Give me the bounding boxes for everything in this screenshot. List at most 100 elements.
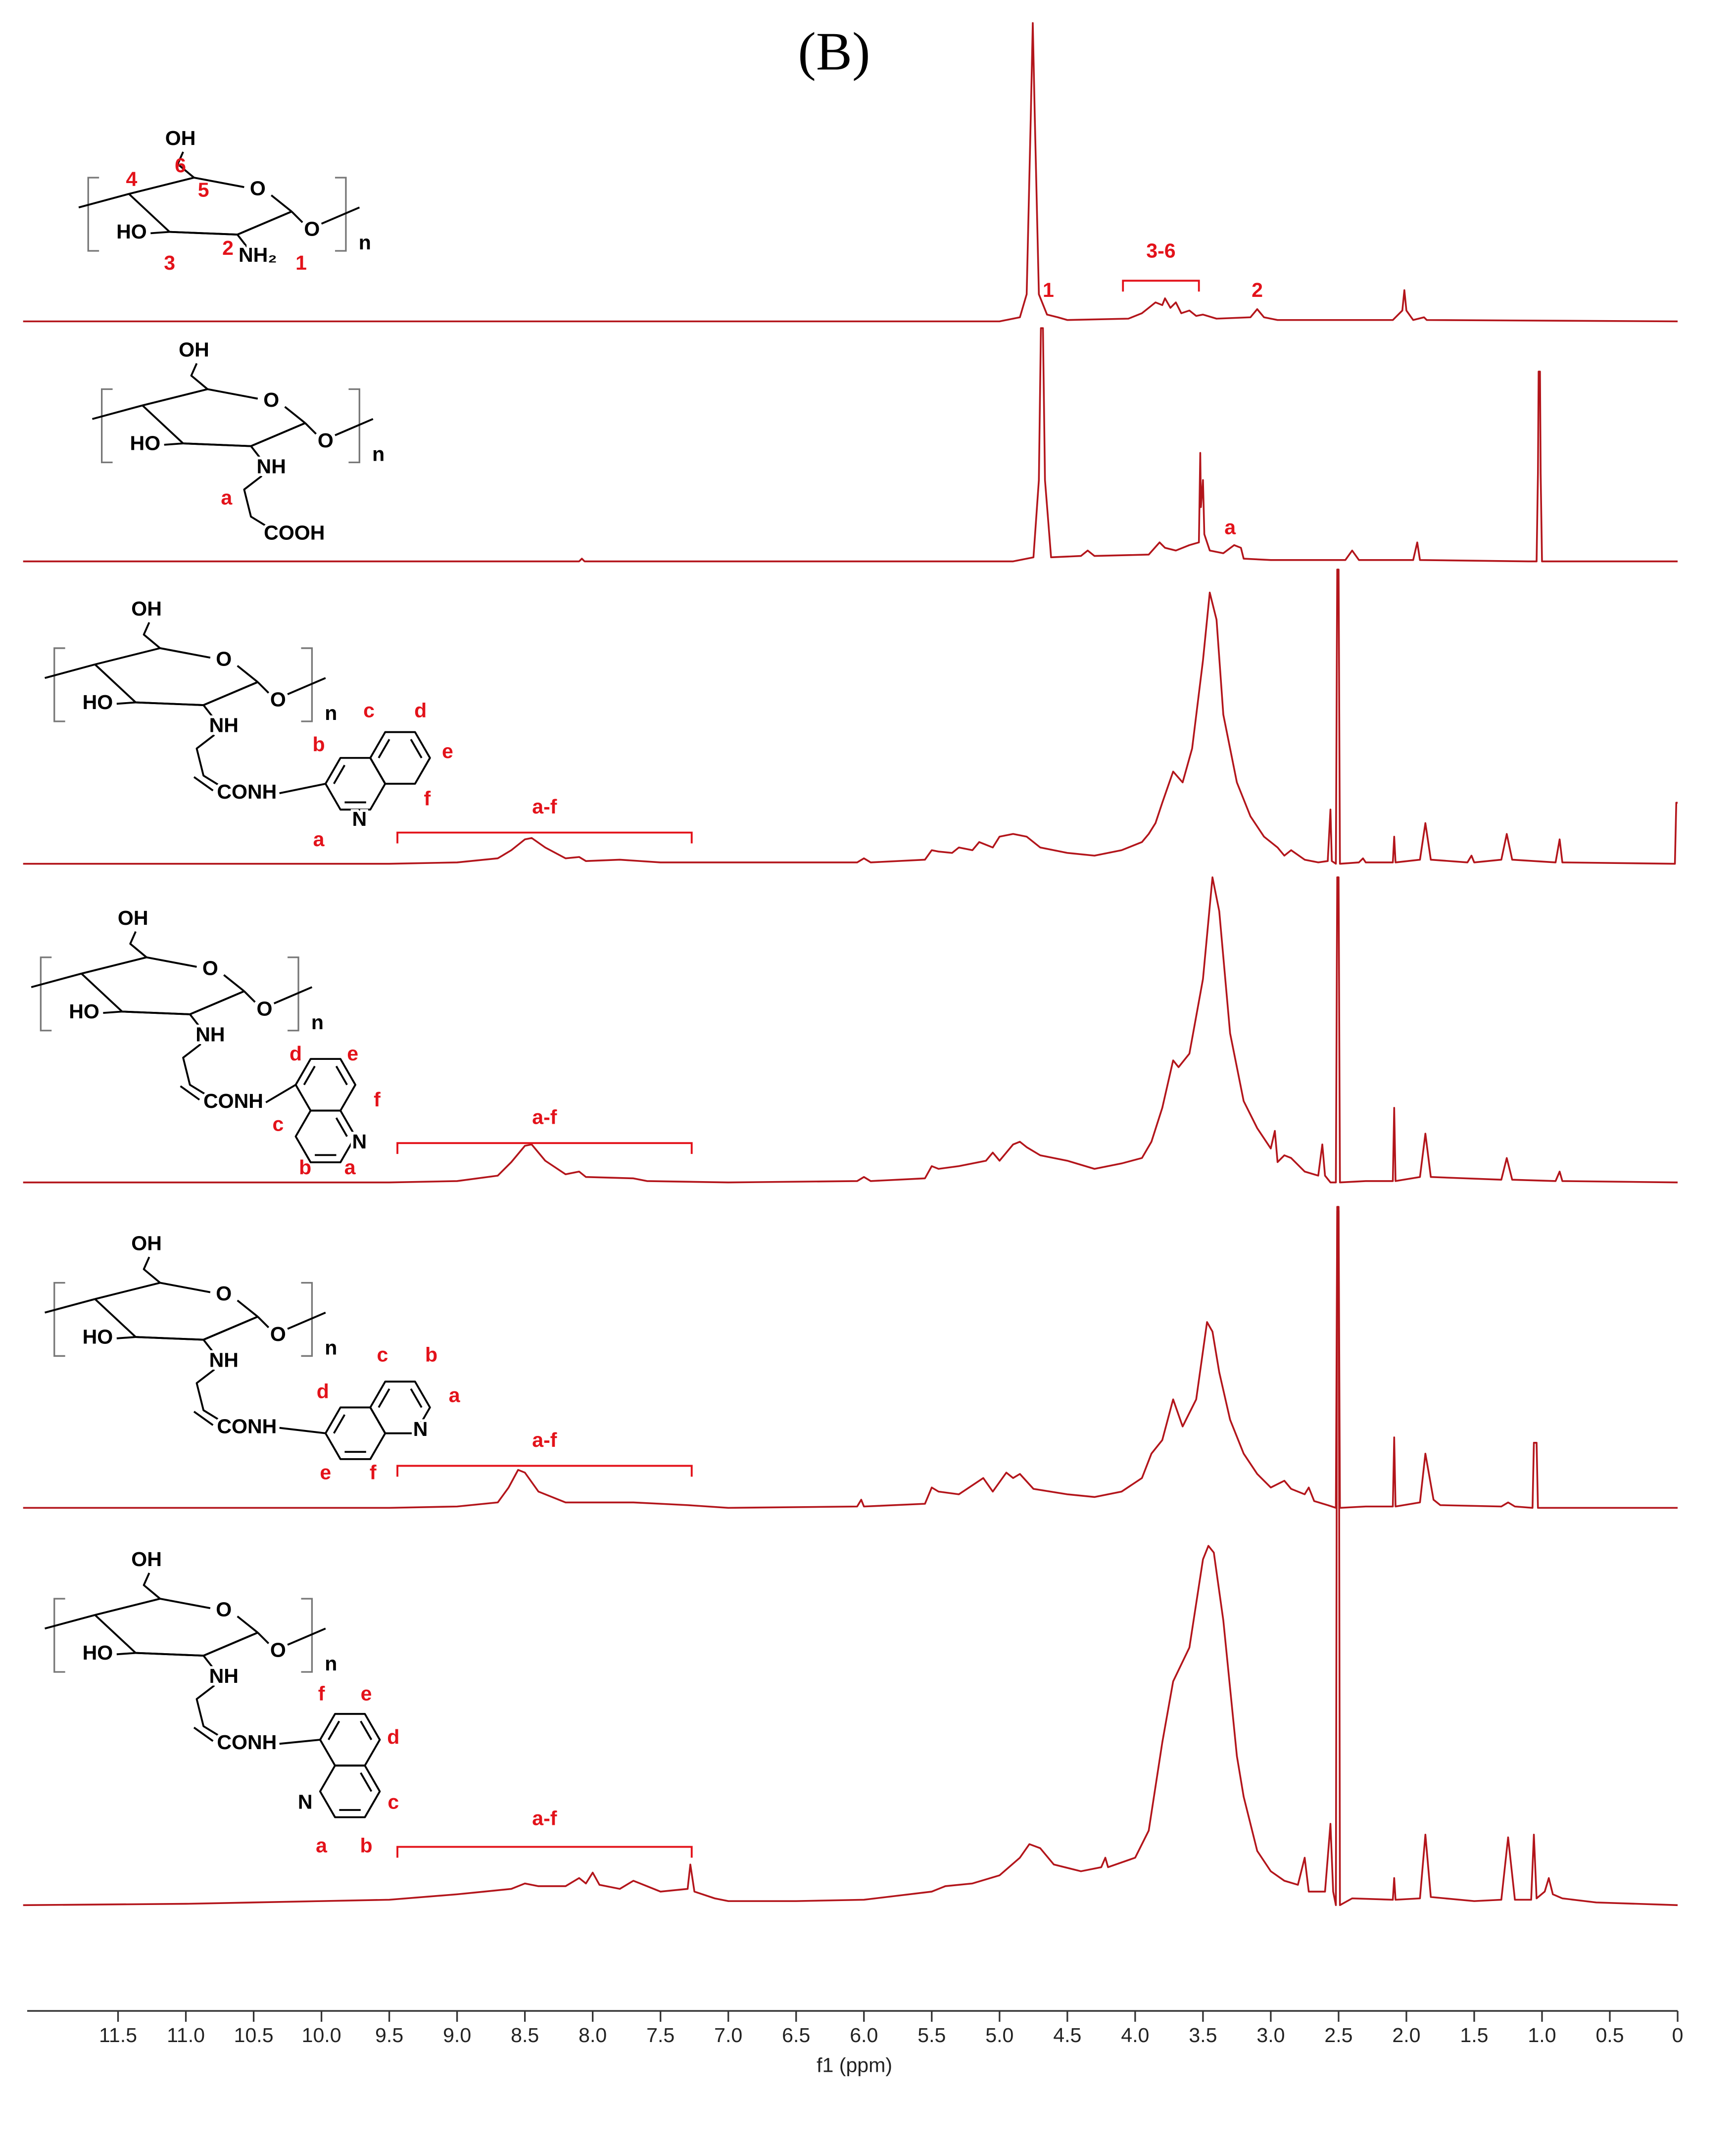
ring	[294, 1109, 357, 1163]
bond	[195, 1684, 222, 1738]
position-label: e	[361, 1682, 372, 1705]
spectrum-line	[23, 569, 1678, 865]
ring	[369, 1381, 431, 1434]
ring-double-bond	[335, 1117, 348, 1137]
atom-label: n	[325, 1336, 337, 1359]
atom-label: HO	[69, 1000, 99, 1023]
polymer-bracket	[101, 388, 113, 464]
atom-label: N	[352, 1130, 367, 1153]
position-label: c	[377, 1343, 388, 1366]
x-tick-label: 11.0	[167, 2024, 205, 2047]
bond	[279, 1739, 321, 1745]
position-label: a	[449, 1384, 461, 1407]
bond	[122, 1010, 190, 1015]
x-tick-label: 11.5	[99, 2024, 137, 2047]
position-label: 3	[164, 251, 175, 274]
atom-label: O	[216, 647, 232, 670]
atom-label: CONH	[217, 1731, 277, 1754]
x-tick-label: 8.5	[511, 2024, 539, 2047]
atom-label: n	[325, 1652, 337, 1675]
x-tick-label: 5.5	[917, 2024, 946, 2047]
annotation-label: 2	[1252, 279, 1263, 301]
atom-label: N	[352, 808, 367, 830]
atom-label: NH	[257, 455, 286, 477]
position-label: b	[425, 1343, 437, 1366]
atom-label: O	[216, 1598, 232, 1621]
polymer-bracket	[40, 956, 52, 1032]
atom-label: NH	[195, 1023, 225, 1046]
bond	[279, 783, 326, 795]
atom-label: n	[311, 1011, 324, 1034]
annotation-label: a-f	[532, 1106, 557, 1129]
ring-double-bond	[360, 1720, 373, 1740]
position-label: 5	[198, 178, 209, 201]
x-tick-label: 0	[1672, 2024, 1684, 2047]
bond	[287, 1627, 326, 1646]
ring-double-bond	[328, 1720, 340, 1740]
bond	[190, 990, 245, 1015]
bond	[290, 211, 303, 223]
bond	[203, 1631, 258, 1657]
bond	[136, 701, 204, 706]
bond	[250, 445, 261, 459]
position-label: 2	[222, 237, 234, 259]
bond	[116, 701, 136, 705]
atom-label: N	[413, 1418, 428, 1440]
position-label: a	[316, 1834, 328, 1857]
position-label: b	[313, 733, 325, 756]
structure: OH O HO NH₂ On 6 4 5 3 2 1	[78, 124, 374, 274]
atom-label: CONH	[217, 780, 277, 803]
bond	[31, 972, 82, 988]
bond	[92, 404, 143, 420]
atom-label: O	[270, 1323, 286, 1345]
bond	[257, 1316, 270, 1329]
x-tick-label: 2.0	[1392, 2024, 1420, 2047]
position-label: a	[344, 1156, 356, 1179]
ring-double-bond	[378, 739, 390, 759]
bond	[265, 1084, 296, 1103]
x-tick-label: 1.5	[1460, 2024, 1488, 2047]
polymer-bracket	[53, 1598, 65, 1673]
bond	[257, 1632, 270, 1644]
bond	[202, 1655, 214, 1668]
atom-label: O	[257, 997, 273, 1020]
atom-label: NH	[209, 714, 239, 737]
bond	[183, 442, 251, 447]
bond	[250, 422, 306, 447]
position-label: 1	[295, 251, 307, 274]
annotation-bracket	[1122, 280, 1200, 292]
x-tick-label: 7.5	[646, 2024, 675, 2047]
bond	[237, 665, 258, 683]
x-tick-label: 0.5	[1595, 2024, 1624, 2047]
annotation-label: a-f	[532, 795, 557, 818]
position-label: f	[424, 787, 431, 810]
atom-label: HO	[83, 1641, 113, 1664]
ring	[369, 731, 431, 785]
x-tick-label: 5.0	[985, 2024, 1013, 2047]
atom-label: OH	[131, 1548, 162, 1571]
position-label: e	[320, 1461, 331, 1484]
atom-label: HO	[116, 220, 147, 243]
bond	[237, 234, 248, 247]
bond	[279, 1427, 326, 1434]
ring-double-bond	[410, 1388, 423, 1408]
bond	[182, 1043, 208, 1096]
spectrum-line	[23, 876, 1678, 1184]
x-tick-label: 10.0	[302, 2024, 341, 2047]
atom-label: O	[263, 388, 279, 411]
atom-label: CONH	[217, 1415, 277, 1438]
position-label: b	[360, 1834, 372, 1857]
bond	[257, 681, 270, 694]
x-tick-label: 3.5	[1189, 2024, 1217, 2047]
ring-double-bond	[360, 1772, 373, 1792]
bond	[335, 418, 374, 436]
atom-label: NH	[209, 1348, 239, 1371]
position-label: f	[374, 1088, 381, 1111]
spectrum-line	[23, 22, 1678, 323]
bond	[271, 194, 292, 213]
bond	[284, 406, 306, 424]
position-label: c	[363, 699, 375, 722]
